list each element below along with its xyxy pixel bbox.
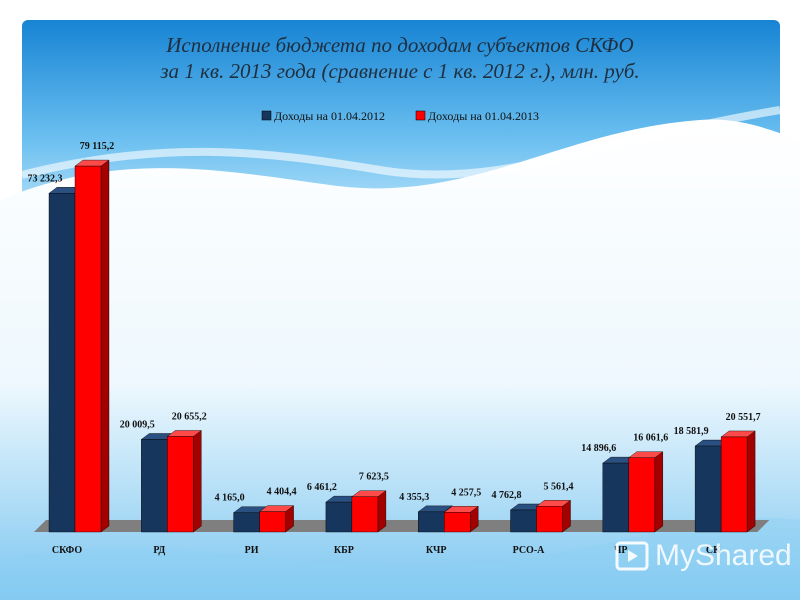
value-label-2-РСО-А: 5 561,4 <box>544 481 574 492</box>
value-label-1-СК: 18 581,9 <box>674 426 709 437</box>
value-label-2-РД: 20 655,2 <box>172 411 207 422</box>
category-label-РД: РД <box>153 545 165 556</box>
value-label-1-ЧР: 14 896,6 <box>581 443 616 454</box>
value-label-2-КЧР: 4 257,5 <box>451 487 481 498</box>
value-label-1-СКФО: 73 232,3 <box>28 173 63 184</box>
value-label-2-КБР: 7 623,5 <box>359 472 389 483</box>
bar-2-КБР <box>351 490 387 533</box>
category-label-РСО-А: РСО-А <box>513 545 546 556</box>
chart-floor <box>34 520 770 532</box>
value-label-2-СК: 20 551,7 <box>726 412 761 423</box>
watermark-text: MyShared <box>655 539 792 572</box>
bar-2-КЧР <box>443 505 479 533</box>
category-label-КБР: КБР <box>334 545 354 556</box>
legend-label-2: Доходы на 01.04.2013 <box>428 109 539 123</box>
bar-2-РД <box>166 430 202 533</box>
value-label-1-РД: 20 009,5 <box>120 419 155 430</box>
bar-2-ЧР <box>628 451 664 533</box>
value-label-2-ЧР: 16 061,6 <box>633 433 668 444</box>
category-label-КЧР: КЧР <box>426 545 447 556</box>
value-label-1-РСО-А: 4 762,8 <box>492 490 522 501</box>
legend-label-1: Доходы на 01.04.2012 <box>274 109 385 123</box>
bar-1-КЧР <box>417 505 453 533</box>
category-label-СКФО: СКФО <box>52 545 82 556</box>
value-label-2-РИ: 4 404,4 <box>267 487 297 498</box>
bottom-wave <box>0 518 800 600</box>
legend-swatch-1 <box>261 110 272 121</box>
value-label-1-КБР: 6 461,2 <box>307 482 337 493</box>
bar-1-РСО-А <box>509 503 546 533</box>
bar-2-СКФО <box>74 159 110 533</box>
bar-2-РСО-А <box>535 499 572 533</box>
value-label-1-КЧР: 4 355,3 <box>399 492 429 503</box>
category-label-СК: СК <box>706 545 721 556</box>
chart-title-line1: Исполнение бюджета по доходам субъектов … <box>166 33 634 57</box>
chart-title-line2: за 1 кв. 2013 года (сравнение с 1 кв. 20… <box>160 59 640 83</box>
value-label-1-РИ: 4 165,0 <box>215 493 245 504</box>
bar-2-РИ <box>259 505 295 533</box>
value-label-2-СКФО: 79 115,2 <box>80 141 114 152</box>
category-label-РИ: РИ <box>245 545 259 556</box>
light-wave <box>21 106 781 179</box>
bar-2-СК <box>720 430 756 533</box>
legend-swatch-2 <box>415 110 426 121</box>
category-label-ЧР: ЧР <box>614 545 627 556</box>
watermark: MyShared <box>613 537 792 577</box>
slide-play-icon <box>615 541 649 571</box>
